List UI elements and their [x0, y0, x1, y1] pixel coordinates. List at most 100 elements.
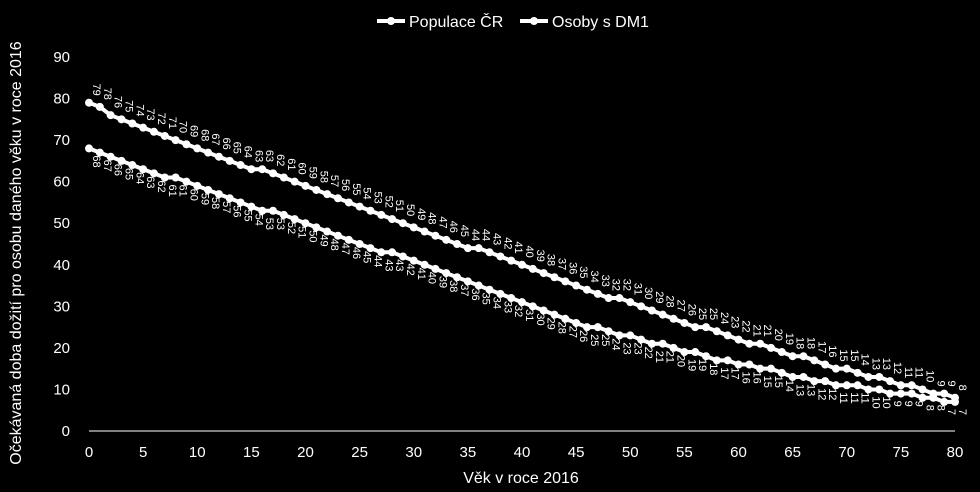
data-point	[637, 302, 646, 311]
data-label: 20	[772, 329, 784, 341]
data-label: 39	[534, 250, 546, 262]
data-point	[420, 227, 429, 236]
data-label: 29	[545, 317, 557, 329]
data-label: 29	[653, 291, 665, 303]
data-label: 17	[718, 367, 730, 379]
data-label: 9	[945, 380, 957, 386]
data-point	[496, 289, 505, 298]
data-point	[886, 377, 895, 386]
data-label: 15	[837, 349, 849, 361]
data-label: 42	[404, 263, 416, 275]
data-label: 50	[404, 204, 416, 216]
data-label: 53	[274, 218, 286, 230]
data-point	[788, 372, 797, 381]
data-point	[940, 389, 949, 398]
data-label: 63	[252, 150, 264, 162]
data-label: 16	[750, 372, 762, 384]
data-label: 35	[577, 266, 589, 278]
data-label: 42	[501, 237, 513, 249]
data-point	[431, 264, 440, 273]
data-label: 41	[415, 268, 427, 280]
data-label: 37	[458, 284, 470, 296]
data-point	[853, 381, 862, 390]
data-label: 71	[166, 117, 178, 129]
data-label: 11	[837, 392, 849, 403]
data-point	[225, 156, 234, 165]
data-label: 9	[913, 401, 925, 407]
legend-entry-populace[interactable]: Populace ČR	[377, 12, 503, 31]
data-label: 19	[696, 359, 708, 371]
y-tick-label: 20	[53, 340, 70, 357]
data-label: 44	[371, 255, 383, 267]
data-point	[388, 215, 397, 224]
data-label: 17	[815, 341, 827, 353]
data-point	[160, 131, 169, 140]
data-point	[149, 127, 158, 136]
data-point	[658, 310, 667, 319]
data-label: 11	[859, 392, 871, 403]
data-label: 32	[610, 279, 622, 291]
x-tick-label: 50	[622, 444, 639, 461]
data-point	[669, 314, 678, 323]
data-label: 53	[263, 218, 275, 230]
data-label: 35	[480, 293, 492, 305]
data-label: 65	[122, 168, 134, 180]
data-label: 10	[869, 396, 881, 408]
data-label: 56	[339, 179, 351, 191]
data-label: 13	[880, 358, 892, 370]
data-point	[647, 339, 656, 348]
y-tick-label: 70	[53, 132, 70, 149]
data-label: 16	[740, 372, 752, 384]
data-label: 44	[480, 229, 492, 241]
data-point	[247, 165, 256, 174]
data-label: 9	[902, 401, 914, 407]
data-label: 12	[815, 388, 827, 400]
data-point	[723, 356, 732, 365]
data-point	[247, 202, 256, 211]
data-label: 11	[848, 392, 860, 403]
data-point	[702, 323, 711, 332]
data-point	[615, 294, 624, 303]
y-tick-label: 80	[53, 91, 70, 108]
data-point	[550, 273, 559, 282]
legend-entry-dm1[interactable]: Osoby s DM1	[520, 14, 649, 31]
y-tick-label: 40	[53, 257, 70, 274]
data-label: 18	[707, 363, 719, 375]
series-dm1	[85, 144, 959, 406]
data-label: 26	[685, 304, 697, 316]
data-point	[518, 260, 526, 269]
data-point	[507, 256, 516, 265]
data-label: 54	[361, 187, 373, 199]
data-label: 8	[956, 385, 968, 391]
data-point	[474, 244, 483, 253]
data-label: 38	[447, 280, 459, 292]
data-label: 11	[913, 367, 925, 378]
data-point	[117, 115, 126, 124]
data-point	[333, 231, 342, 240]
data-label: 70	[177, 121, 189, 133]
series-layer	[85, 98, 959, 406]
data-point	[366, 206, 375, 215]
data-label: 7	[956, 409, 968, 415]
data-label: 58	[317, 171, 329, 183]
data-label: 65	[231, 142, 243, 154]
data-point	[658, 339, 667, 348]
data-label: 25	[707, 308, 719, 320]
data-point	[409, 223, 418, 232]
data-label: 50	[307, 230, 319, 242]
data-label: 8	[934, 405, 946, 411]
data-label: 48	[426, 212, 438, 224]
x-tick-label: 15	[243, 444, 260, 461]
data-label: 12	[891, 362, 903, 374]
data-point	[398, 219, 407, 228]
data-label: 59	[307, 167, 319, 179]
data-label: 21	[761, 324, 773, 336]
y-axis-title: Očekávaná doba dožití pro osobu daného v…	[8, 41, 25, 465]
data-label: 18	[794, 337, 806, 349]
data-label: 12	[826, 388, 838, 400]
data-point	[463, 244, 472, 253]
data-point	[582, 323, 591, 332]
data-label: 46	[350, 247, 362, 259]
data-label: 48	[328, 239, 340, 251]
